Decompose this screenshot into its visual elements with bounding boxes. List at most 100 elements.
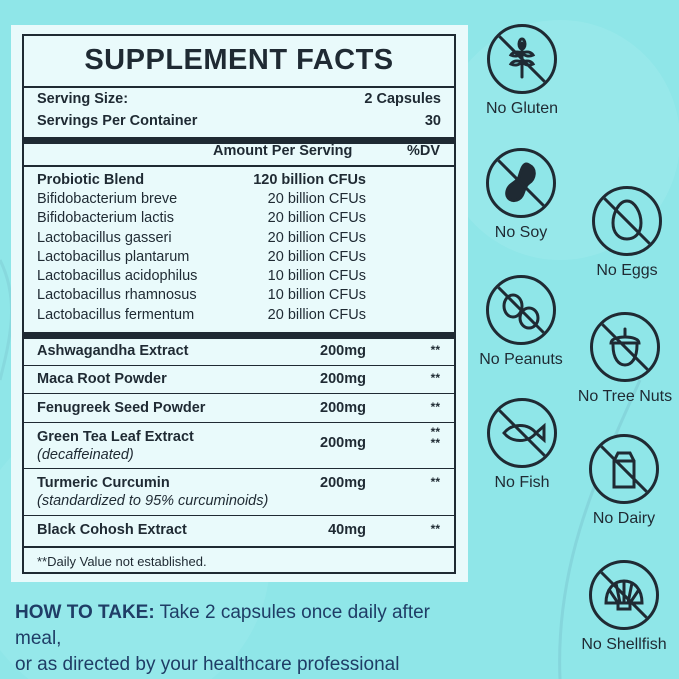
blend-amount: 120 billion CFUs bbox=[253, 172, 366, 188]
divider bbox=[24, 468, 454, 469]
badge-label: No Gluten bbox=[485, 100, 559, 117]
ingredient-amount: 200mg bbox=[320, 371, 366, 387]
ingredient-note: (decaffeinated) bbox=[37, 447, 134, 463]
how-to-take-label: HOW TO TAKE: bbox=[15, 602, 155, 623]
serving-size-label: Serving Size: bbox=[37, 91, 129, 107]
peanut-icon bbox=[486, 275, 556, 345]
strain-name: Lactobacillus acidophilus bbox=[37, 268, 198, 284]
how-to-take-line1: Take 2 capsules once daily after meal, bbox=[15, 602, 430, 649]
strain-amount: 20 billion CFUs bbox=[267, 307, 366, 323]
ingredient-name: Ashwagandha Extract bbox=[37, 343, 189, 359]
badge-no-gluten: No Gluten bbox=[467, 24, 577, 118]
strain-name: Bifidobacterium breve bbox=[37, 191, 178, 207]
daily-value-footnote: **Daily Value not established. bbox=[37, 554, 207, 569]
strain-name: Lactobacillus rhamnosus bbox=[37, 287, 197, 303]
blend-name: Probiotic Blend bbox=[37, 172, 145, 188]
how-to-take: HOW TO TAKE: Take 2 capsules once daily … bbox=[15, 600, 475, 678]
divider bbox=[24, 165, 454, 167]
ingredient-row: Turmeric Curcumin (standardized to 95% c… bbox=[24, 475, 454, 517]
shell-icon bbox=[589, 560, 659, 630]
strain-name: Lactobacillus plantarum bbox=[37, 249, 190, 265]
badge-no-fish: No Fish bbox=[467, 398, 577, 492]
ingredient-name: Maca Root Powder bbox=[37, 371, 167, 387]
ingredient-dv: ** bbox=[430, 343, 440, 357]
serving-size-value: 2 Capsules bbox=[364, 91, 441, 107]
ingredient-amount: 200mg bbox=[320, 435, 366, 451]
strain-row: Lactobacillus gasseri 20 billion CFUs bbox=[24, 230, 454, 250]
ingredient-dv: ** bbox=[430, 436, 440, 450]
divider bbox=[24, 546, 454, 548]
ingredient-name: Fenugreek Seed Powder bbox=[37, 400, 206, 416]
ingredient-row: Black Cohosh Extract 40mg ** bbox=[24, 522, 454, 542]
servings-value: 30 bbox=[424, 113, 441, 129]
strain-row: Lactobacillus plantarum 20 billion CFUs bbox=[24, 249, 454, 269]
badge-no-peanuts: No Peanuts bbox=[466, 275, 576, 369]
ingredient-dv: ** bbox=[430, 400, 440, 414]
strain-amount: 10 billion CFUs bbox=[267, 268, 366, 284]
ingredient-dv: ** bbox=[430, 522, 440, 536]
supplement-facts-label: SUPPLEMENT FACTS Serving Size: 2 Capsule… bbox=[22, 34, 456, 574]
divider bbox=[24, 365, 454, 366]
strain-name: Bifidobacterium lactis bbox=[37, 210, 174, 226]
badge-no-tree-nuts: No Tree Nuts bbox=[570, 312, 679, 406]
ingredient-row: Fenugreek Seed Powder 200mg ** bbox=[24, 400, 454, 420]
strain-amount: 20 billion CFUs bbox=[267, 210, 366, 226]
acorn-icon bbox=[590, 312, 660, 382]
ingredient-row: Green Tea Leaf Extract (decaffeinated) 2… bbox=[24, 425, 454, 471]
strain-row: Bifidobacterium lactis 20 billion CFUs bbox=[24, 210, 454, 230]
strain-name: Lactobacillus fermentum bbox=[37, 307, 195, 323]
ingredient-name: Turmeric Curcumin bbox=[37, 475, 170, 491]
ingredient-row: Maca Root Powder 200mg ** bbox=[24, 371, 454, 391]
how-to-take-line2: or as directed by your healthcare profes… bbox=[15, 654, 400, 675]
ingredient-dv: ** bbox=[430, 425, 440, 439]
badge-label: No Soy bbox=[494, 224, 548, 241]
divider bbox=[24, 86, 454, 88]
dv-header: %DV bbox=[406, 143, 440, 159]
thick-divider bbox=[24, 137, 454, 144]
badge-label: No Fish bbox=[494, 474, 550, 491]
ingredient-row: Ashwagandha Extract 200mg ** bbox=[24, 343, 454, 363]
strain-row: Lactobacillus rhamnosus 10 billion CFUs bbox=[24, 287, 454, 307]
ingredient-amount: 200mg bbox=[320, 343, 366, 359]
badge-no-soy: No Soy bbox=[466, 148, 576, 242]
wheat-icon bbox=[487, 24, 557, 94]
strain-row: Bifidobacterium breve 20 billion CFUs bbox=[24, 191, 454, 211]
divider bbox=[24, 393, 454, 394]
strain-row: Lactobacillus acidophilus 10 billion CFU… bbox=[24, 268, 454, 288]
thick-divider bbox=[24, 332, 454, 339]
divider bbox=[24, 515, 454, 516]
strain-name: Lactobacillus gasseri bbox=[37, 230, 172, 246]
ingredient-amount: 200mg bbox=[320, 400, 366, 416]
badge-label: No Dairy bbox=[592, 510, 656, 527]
strain-amount: 10 billion CFUs bbox=[267, 287, 366, 303]
ingredient-dv: ** bbox=[430, 371, 440, 385]
badge-no-dairy: No Dairy bbox=[569, 434, 679, 528]
fish-icon bbox=[487, 398, 557, 468]
servings-per-container-row: Servings Per Container 30 bbox=[24, 113, 454, 133]
ingredient-note: (standardized to 95% curcuminoids) bbox=[37, 493, 269, 509]
strain-row: Lactobacillus fermentum 20 billion CFUs bbox=[24, 307, 454, 327]
badge-label: No Tree Nuts bbox=[577, 388, 673, 405]
soybean-icon bbox=[486, 148, 556, 218]
strain-amount: 20 billion CFUs bbox=[267, 191, 366, 207]
strain-amount: 20 billion CFUs bbox=[267, 230, 366, 246]
badge-label: No Peanuts bbox=[479, 351, 563, 368]
badge-no-eggs: No Eggs bbox=[572, 186, 679, 280]
amount-per-serving-header: Amount Per Serving bbox=[213, 143, 353, 159]
probiotic-blend-row: Probiotic Blend 120 billion CFUs bbox=[24, 172, 454, 192]
servings-label: Servings Per Container bbox=[37, 113, 198, 129]
milk-carton-icon bbox=[589, 434, 659, 504]
badge-label: No Eggs bbox=[596, 262, 658, 279]
ingredient-dv: ** bbox=[430, 475, 440, 489]
ingredient-amount: 40mg bbox=[328, 522, 366, 538]
serving-size-row: Serving Size: 2 Capsules bbox=[24, 91, 454, 111]
strain-amount: 20 billion CFUs bbox=[267, 249, 366, 265]
facts-title: SUPPLEMENT FACTS bbox=[84, 44, 394, 76]
badge-no-shellfish: No Shellfish bbox=[569, 560, 679, 654]
badge-label: No Shellfish bbox=[581, 636, 667, 653]
divider bbox=[24, 422, 454, 423]
column-header-row: Amount Per Serving %DV bbox=[24, 143, 454, 163]
ingredient-name: Black Cohosh Extract bbox=[37, 522, 187, 538]
egg-icon bbox=[592, 186, 662, 256]
ingredient-amount: 200mg bbox=[320, 475, 366, 491]
